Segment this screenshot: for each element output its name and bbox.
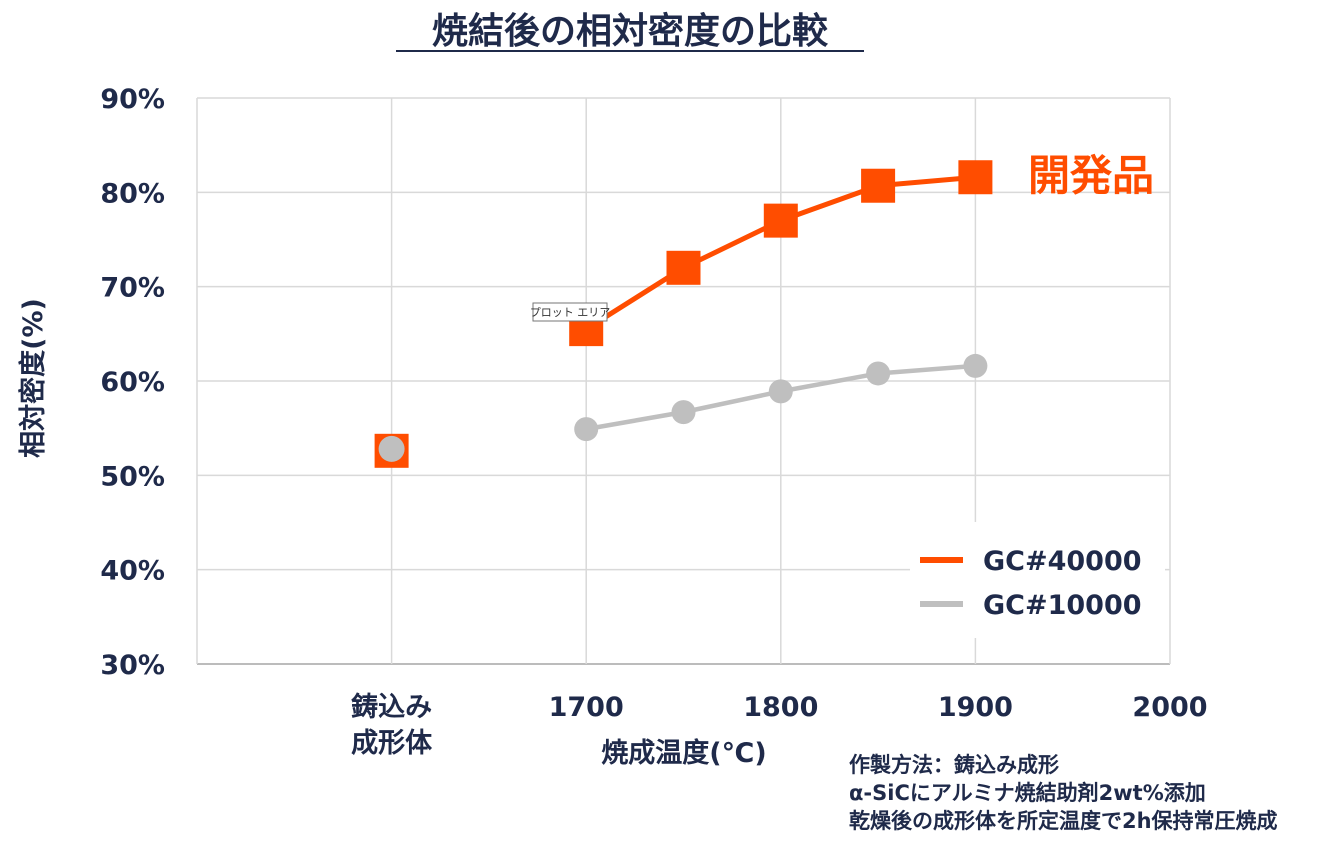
y-tick-label: 80% [100, 178, 165, 209]
method-notes: 作製方法：鋳込み成形 α-SiCにアルミナ焼結助剤2wt%添加乾燥後の成形体を所定… [849, 753, 1278, 833]
x-tick-label: 2000 [1132, 692, 1207, 723]
data-point-square [763, 203, 798, 238]
data-point-circle [574, 417, 599, 442]
y-tick-label: 90% [100, 84, 165, 115]
x-tick-labels: 鋳込み成形体 1700 1800 1900 2000 [351, 692, 1207, 759]
legend-label: GC#40000 [983, 546, 1142, 577]
plot-area-tooltip: プロット エリア [530, 302, 611, 322]
data-point-circle [671, 400, 696, 425]
x-tick-label: 1700 [549, 692, 624, 723]
series-annotation-label: 開発品 [1028, 151, 1154, 200]
y-tick-labels: 30% 40% 50% 60% 70% 80% 90% [100, 84, 165, 681]
method-note-line: α-SiCにアルミナ焼結助剤2wt%添加 [849, 781, 1206, 805]
legend-label: GC#10000 [983, 590, 1142, 621]
data-point-circle [866, 361, 891, 386]
y-tick-label: 60% [100, 367, 165, 398]
series-layer [374, 160, 993, 468]
y-tick-label: 50% [100, 461, 165, 492]
y-tick-label: 30% [100, 650, 165, 681]
data-point-square [861, 168, 896, 203]
data-point-square [958, 160, 993, 195]
method-note-line: 作製方法：鋳込み成形 [849, 753, 1059, 777]
legend: GC#40000 GC#10000 [910, 522, 1165, 638]
x-axis-label: 焼成温度(℃) [601, 737, 766, 769]
data-point-circle [768, 379, 793, 404]
x-tick-label: 鋳込み成形体 [351, 692, 433, 759]
x-tick-label: 1900 [938, 692, 1013, 723]
data-point-square [666, 250, 701, 285]
y-tick-label: 70% [100, 273, 165, 304]
tooltip-text: プロット エリア [530, 306, 611, 319]
data-point-circle [963, 353, 988, 378]
tooltip-box [532, 302, 608, 322]
data-point-circle [378, 435, 405, 462]
y-tick-label: 40% [100, 556, 165, 587]
y-axis-label: 相対密度(%) [17, 298, 49, 458]
method-note-line: 乾燥後の成形体を所定温度で2h保持常圧焼成 [849, 809, 1278, 833]
chart-title: 焼結後の相対密度の比較 [432, 10, 829, 52]
x-tick-label: 1800 [743, 692, 818, 723]
legend-background [910, 522, 1165, 638]
